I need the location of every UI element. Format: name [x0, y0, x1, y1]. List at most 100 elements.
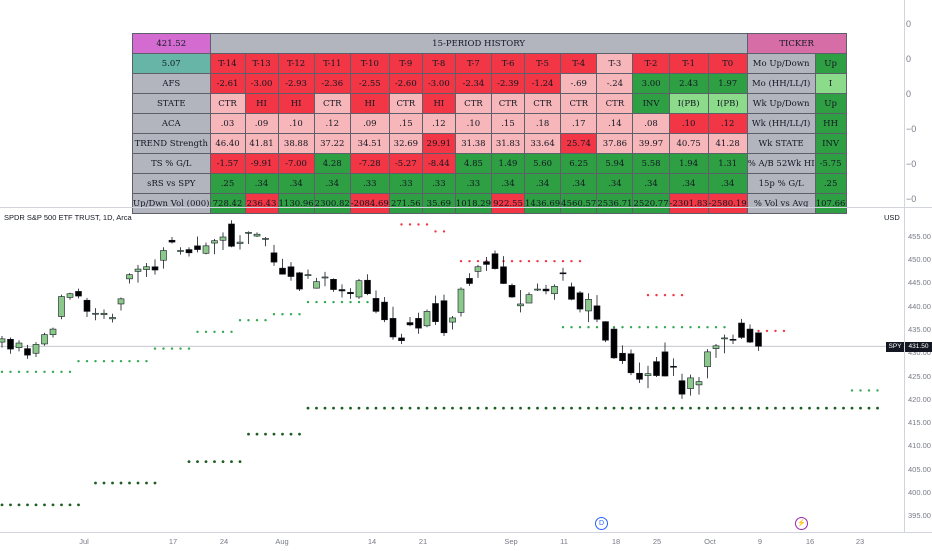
candle [219, 236, 227, 241]
resistance-dot [408, 223, 412, 226]
table-cell: 25.74 [560, 133, 598, 154]
support-dot [332, 406, 335, 410]
table-cell: T-7 [454, 53, 493, 74]
table-cell: .10 [277, 113, 315, 134]
ticker-row-label: Wk Up/Down [746, 93, 816, 114]
trailing-stop-dot [128, 359, 131, 363]
candle [678, 380, 686, 395]
row-label: STATE [132, 93, 211, 114]
trailing-stop-dot [119, 359, 123, 363]
candle [194, 245, 201, 250]
table-cell: .09 [244, 113, 279, 134]
table-ticker-header: TICKER [746, 33, 847, 54]
table-cell: -2.39 [491, 73, 525, 94]
table-cell: 271.56 [388, 193, 423, 214]
table-cell: CTR [313, 93, 351, 114]
price-tick-label: 395.00 [908, 511, 931, 520]
trailing-stop-dot [672, 326, 675, 329]
candle [126, 274, 133, 280]
table-cell: -2.34 [454, 73, 493, 94]
table-cell: CTR [491, 93, 525, 114]
support-dot [553, 406, 556, 410]
table-cell: 922.55 [491, 193, 525, 214]
date-tick-label: 11 [560, 537, 568, 546]
table-cell: 29.91 [421, 133, 456, 154]
trailing-stop-dot [102, 359, 106, 363]
table-cell: 4560.57 [560, 193, 598, 214]
candle [466, 278, 473, 284]
resistance-dot [570, 259, 573, 263]
table-cell: .33 [421, 173, 456, 194]
indicator-axis-label: 0 [906, 19, 912, 29]
candle [151, 266, 159, 271]
history-table: 421.52 15-PERIOD HISTORY TICKER 5.07 T-14 T-1… [132, 33, 847, 214]
resistance-dot [782, 329, 786, 333]
pane-separator[interactable] [0, 207, 932, 208]
table-cell: 2520.77 [632, 193, 670, 214]
candle [440, 300, 448, 334]
ticker-row-label: % A/B 52Wk HI [746, 153, 816, 174]
candle [644, 373, 652, 376]
candle [729, 339, 737, 341]
indicator-axis-label: 0 [906, 54, 912, 64]
table-cell: T-14 [209, 53, 246, 74]
table-row: TREND Strength 46.40 41.81 38.88 37.22 34.51 3… [132, 133, 847, 154]
row-label: TS % G/L [132, 153, 211, 174]
support-dot [434, 406, 437, 410]
support-dot [672, 406, 675, 410]
ticker-row-label: % Vol vs Avg [746, 193, 816, 214]
candle [32, 344, 40, 354]
candle [525, 294, 533, 304]
candle [287, 266, 295, 277]
trailing-stop-dot [247, 319, 250, 322]
table-cell: -9.91 [244, 153, 279, 174]
resistance-dot [578, 259, 582, 263]
table-cell: T-1 [668, 53, 709, 74]
candle [185, 249, 193, 254]
price-tick-label: 405.00 [908, 465, 931, 474]
trailing-stop-dot [196, 330, 199, 334]
trailing-stop-dot [43, 370, 46, 374]
date-tick-label: 25 [652, 537, 662, 546]
support-dot [264, 432, 267, 436]
support-dot [629, 406, 633, 410]
table-cell: -7.28 [349, 153, 390, 174]
trailing-stop-dot [289, 312, 293, 316]
trailing-stop-dot [867, 389, 871, 392]
trailing-stop-dot [332, 300, 335, 304]
support-dot [706, 406, 709, 410]
support-dot [816, 406, 820, 410]
table-cell: 1436.69 [523, 193, 562, 214]
support-dot [765, 406, 769, 410]
currency-label[interactable]: USD [884, 213, 900, 222]
trailing-stop-dot [264, 319, 267, 322]
date-tick-label: 24 [219, 537, 229, 546]
candle [619, 352, 626, 361]
trailing-stop-dot [850, 389, 854, 392]
trailing-stop-dot [646, 326, 650, 329]
support-dot [808, 406, 811, 410]
trailing-stop-dot [255, 319, 259, 322]
support-dot [425, 406, 429, 410]
table-cell: 32.69 [388, 133, 423, 154]
support-dot [111, 481, 114, 485]
earnings-icon[interactable]: ⚡ [795, 517, 808, 530]
resistance-dot [774, 329, 777, 333]
price-chart[interactable] [0, 208, 904, 532]
trailing-stop-dot [680, 326, 684, 329]
table-cell: T-9 [388, 53, 423, 74]
dividend-icon[interactable]: D [595, 517, 608, 530]
trailing-stop-dot [17, 370, 21, 374]
candle [41, 334, 48, 345]
support-dot [527, 406, 531, 410]
table-cell: T-10 [349, 53, 390, 74]
candle [661, 351, 669, 377]
time-axis[interactable]: Jul 17 24 Aug 14 21 Sep 11 18 25 Oct 9 16 23 [0, 532, 932, 551]
table-cell: .34 [707, 173, 748, 194]
support-dot [655, 406, 658, 410]
support-dot [757, 406, 760, 410]
table-row: TS % G/L -1.57 -9.91 -7.00 4.28 -7.28 -5.27 -8.… [132, 153, 847, 174]
date-tick-label: 14 [367, 537, 377, 546]
row-label: TREND Strength [132, 133, 211, 154]
candle [653, 361, 660, 376]
